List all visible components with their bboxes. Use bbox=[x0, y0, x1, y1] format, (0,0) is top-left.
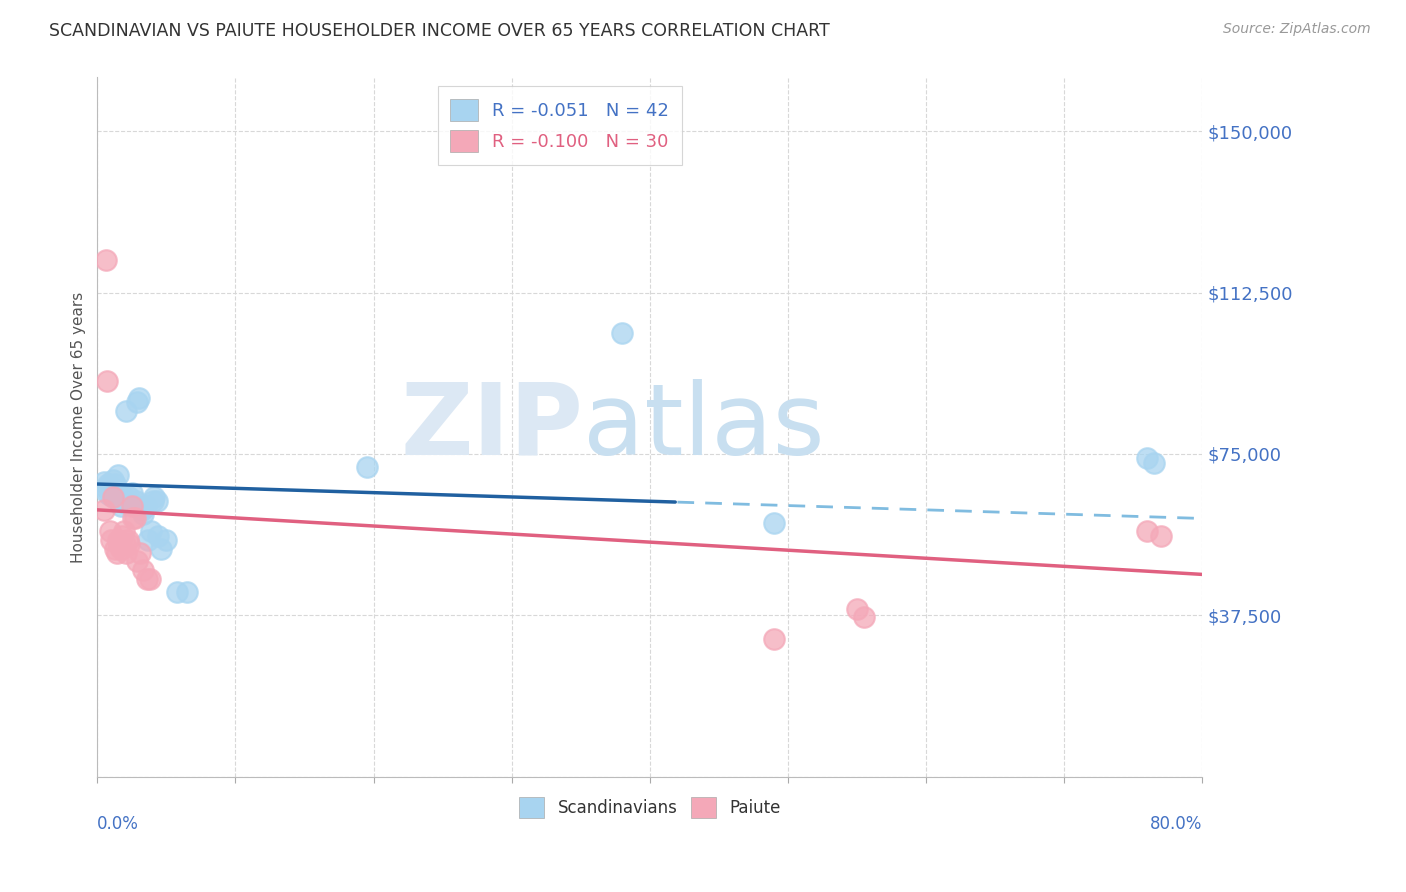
Point bbox=[107, 533, 129, 547]
Point bbox=[763, 632, 786, 646]
Text: Source: ZipAtlas.com: Source: ZipAtlas.com bbox=[1223, 22, 1371, 37]
Point bbox=[111, 494, 134, 508]
Point bbox=[145, 494, 167, 508]
Point bbox=[103, 485, 125, 500]
Point bbox=[115, 404, 138, 418]
Text: 80.0%: 80.0% bbox=[1150, 815, 1202, 833]
Point bbox=[166, 584, 188, 599]
Point bbox=[101, 473, 124, 487]
Point bbox=[131, 503, 153, 517]
Point bbox=[104, 477, 127, 491]
Point bbox=[108, 537, 131, 551]
Point bbox=[97, 477, 120, 491]
Point bbox=[94, 253, 117, 268]
Point bbox=[129, 546, 152, 560]
Point bbox=[146, 529, 169, 543]
Point bbox=[132, 507, 155, 521]
Point bbox=[108, 494, 131, 508]
Text: 0.0%: 0.0% bbox=[97, 815, 139, 833]
Point bbox=[100, 533, 122, 547]
Point bbox=[1136, 524, 1159, 539]
Point bbox=[93, 503, 115, 517]
Point bbox=[176, 584, 198, 599]
Point bbox=[96, 485, 118, 500]
Point bbox=[155, 533, 177, 547]
Point bbox=[1143, 456, 1166, 470]
Point bbox=[763, 516, 786, 530]
Point bbox=[93, 475, 115, 489]
Point bbox=[114, 537, 136, 551]
Point bbox=[112, 490, 135, 504]
Text: ZIP: ZIP bbox=[401, 378, 583, 475]
Point bbox=[118, 537, 141, 551]
Legend: Scandinavians, Paiute: Scandinavians, Paiute bbox=[513, 790, 787, 824]
Point bbox=[124, 511, 146, 525]
Point bbox=[356, 459, 378, 474]
Point bbox=[139, 572, 162, 586]
Y-axis label: Householder Income Over 65 years: Householder Income Over 65 years bbox=[72, 292, 86, 563]
Point bbox=[115, 546, 138, 560]
Point bbox=[128, 391, 150, 405]
Point bbox=[94, 481, 117, 495]
Point bbox=[121, 485, 143, 500]
Point bbox=[110, 541, 132, 556]
Point bbox=[143, 490, 166, 504]
Point bbox=[107, 468, 129, 483]
Point bbox=[122, 511, 145, 525]
Point bbox=[142, 494, 165, 508]
Point bbox=[125, 494, 148, 508]
Point bbox=[117, 494, 139, 508]
Point bbox=[110, 499, 132, 513]
Point bbox=[135, 499, 157, 513]
Point bbox=[127, 554, 149, 568]
Point bbox=[98, 488, 121, 502]
Point bbox=[132, 563, 155, 577]
Point bbox=[105, 483, 128, 498]
Point bbox=[149, 541, 172, 556]
Point bbox=[136, 572, 159, 586]
Point bbox=[612, 326, 634, 341]
Point bbox=[114, 496, 136, 510]
Point bbox=[141, 524, 163, 539]
Point bbox=[98, 524, 121, 539]
Point bbox=[1150, 529, 1173, 543]
Point bbox=[138, 533, 160, 547]
Point bbox=[118, 490, 141, 504]
Text: SCANDINAVIAN VS PAIUTE HOUSEHOLDER INCOME OVER 65 YEARS CORRELATION CHART: SCANDINAVIAN VS PAIUTE HOUSEHOLDER INCOM… bbox=[49, 22, 830, 40]
Point bbox=[845, 602, 868, 616]
Point bbox=[100, 481, 122, 495]
Point bbox=[852, 610, 875, 624]
Point bbox=[1136, 451, 1159, 466]
Point bbox=[127, 395, 149, 409]
Point bbox=[121, 499, 143, 513]
Point bbox=[101, 490, 124, 504]
Point bbox=[112, 524, 135, 539]
Point bbox=[105, 546, 128, 560]
Text: atlas: atlas bbox=[583, 378, 825, 475]
Point bbox=[117, 533, 139, 547]
Point bbox=[111, 529, 134, 543]
Point bbox=[124, 499, 146, 513]
Point bbox=[96, 374, 118, 388]
Point bbox=[104, 541, 127, 556]
